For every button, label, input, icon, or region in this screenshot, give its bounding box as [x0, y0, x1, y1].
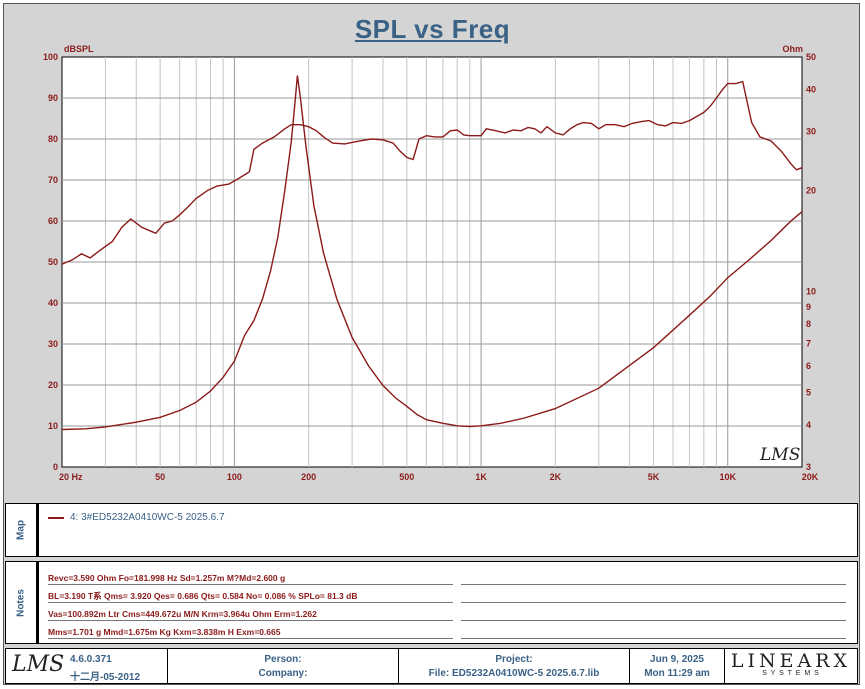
notes-section: Notes Revc=3.590 Ohm Fo=181.998 Hz Sd=1.… [5, 561, 858, 644]
grid [62, 57, 802, 467]
y-right-tick-label: 20 [806, 186, 816, 196]
tick-labels: 20 Hz 50 100 200 500 1K 2K 5K 10K 20K 0 10 20 30 40 50 6… [43, 52, 819, 482]
y-axis-label-left: dBSPL [64, 44, 94, 54]
build-date: 十二月-05-2012 [70, 672, 141, 683]
x-tick-label: 2K [550, 472, 562, 482]
chart-title: SPL vs Freq [354, 14, 511, 44]
y-tick-label: 10 [48, 421, 58, 431]
note-blank [461, 626, 846, 639]
y-right-tick-label: 5 [806, 388, 811, 398]
note-line: Mms=1.701 g Mmd=1.675m Kg Kxm=3.838m H E… [48, 626, 453, 639]
note-line: Revc=3.590 Ohm Fo=181.998 Hz Sd=1.257m M… [48, 572, 453, 585]
y-right-tick-label: 4 [806, 420, 811, 430]
x-tick-label: 10K [719, 472, 736, 482]
map-label: Map [15, 520, 27, 540]
footer-date: Jun 9, 2025 [650, 654, 704, 665]
note-blank [461, 608, 846, 621]
y-tick-label: 20 [48, 380, 58, 390]
footer-person-cell: Person: Company: [168, 649, 399, 683]
map-label-box: Map [6, 504, 39, 556]
x-tick-label: 200 [301, 472, 316, 482]
y-tick-label: 90 [48, 93, 58, 103]
x-tick-label: 5K [648, 472, 660, 482]
y-tick-label: 80 [48, 134, 58, 144]
footer-date-cell: Jun 9, 2025 Mon 11:29 am [630, 649, 725, 683]
legend-swatch [48, 516, 64, 519]
project-label: Project: [495, 654, 533, 665]
y-right-tick-label: 8 [806, 319, 811, 329]
spl-curve [61, 80, 803, 265]
x-tick-label: 500 [399, 472, 414, 482]
x-tick-label: 50 [155, 472, 165, 482]
footer-project-cell: Project: File: ED5232A0410WC-5 2025.6.7.… [399, 649, 630, 683]
project-file: File: ED5232A0410WC-5 2025.6.7.lib [428, 668, 600, 679]
y-right-tick-label: 30 [806, 126, 816, 136]
series-lines [61, 75, 803, 431]
y-tick-label: 100 [43, 52, 58, 62]
x-tick-label: 20K [802, 472, 819, 482]
y-tick-label: 70 [48, 175, 58, 185]
y-right-tick-label: 50 [806, 52, 816, 62]
footer-time: Mon 11:29 am [644, 668, 710, 679]
person-label: Person: [264, 654, 302, 665]
note-line: Vas=100.892m Ltr Cms=449.672u M/N Krm=3.… [48, 608, 453, 621]
company-label: Company: [258, 668, 308, 679]
y-right-tick-label: 40 [806, 85, 816, 95]
linearx-subtitle: S Y S T E M S [762, 670, 820, 677]
y-tick-label: 60 [48, 216, 58, 226]
y-tick-label: 40 [48, 298, 58, 308]
y-tick-label: 30 [48, 339, 58, 349]
y-right-tick-label: 3 [806, 462, 811, 472]
linearx-logo: LINEARX [730, 650, 852, 672]
note-line: BL=3.190 T系 Qms= 3.920 Qes= 0.686 Qts= 0… [48, 590, 453, 603]
legend-entry[interactable]: 4: 3#ED5232A0410WC-5 2025.6.7 [48, 512, 225, 523]
y-right-tick-label: 10 [806, 287, 816, 297]
y-right-tick-label: 6 [806, 361, 811, 371]
map-section: Map 4: 3#ED5232A0410WC-5 2025.6.7 [5, 503, 858, 557]
impedance-curve [61, 75, 803, 431]
x-tick-label: 1K [475, 472, 487, 482]
footer-version-cell: LMS 4.6.0.371 十二月-05-2012 [6, 649, 168, 683]
y-axis-label-right: Ohm [782, 44, 803, 54]
lms-watermark: LMS [759, 445, 800, 465]
y-right-tick-label: 7 [806, 339, 811, 349]
footer-bar: LMS 4.6.0.371 十二月-05-2012 Person: Compan… [5, 648, 858, 684]
lms-logo: LMS [12, 652, 65, 677]
x-tick-label: 20 Hz [59, 472, 83, 482]
note-blank [461, 590, 846, 603]
spl-chart: 20 Hz 50 100 200 500 1K 2K 5K 10K 20K 0 10 20 30 40 50 6… [43, 44, 819, 482]
notes-label: Notes [15, 588, 27, 617]
x-tick-label: 100 [227, 472, 242, 482]
y-tick-label: 0 [53, 462, 58, 472]
note-blank [461, 572, 846, 585]
notes-label-box: Notes [6, 562, 39, 643]
y-right-tick-label: 9 [806, 302, 811, 312]
footer-brand-cell: LINEARX S Y S T E M S [725, 649, 857, 683]
y-tick-label: 50 [48, 257, 58, 267]
version-text: 4.6.0.371 [70, 654, 112, 665]
legend-text: 4: 3#ED5232A0410WC-5 2025.6.7 [70, 512, 225, 523]
